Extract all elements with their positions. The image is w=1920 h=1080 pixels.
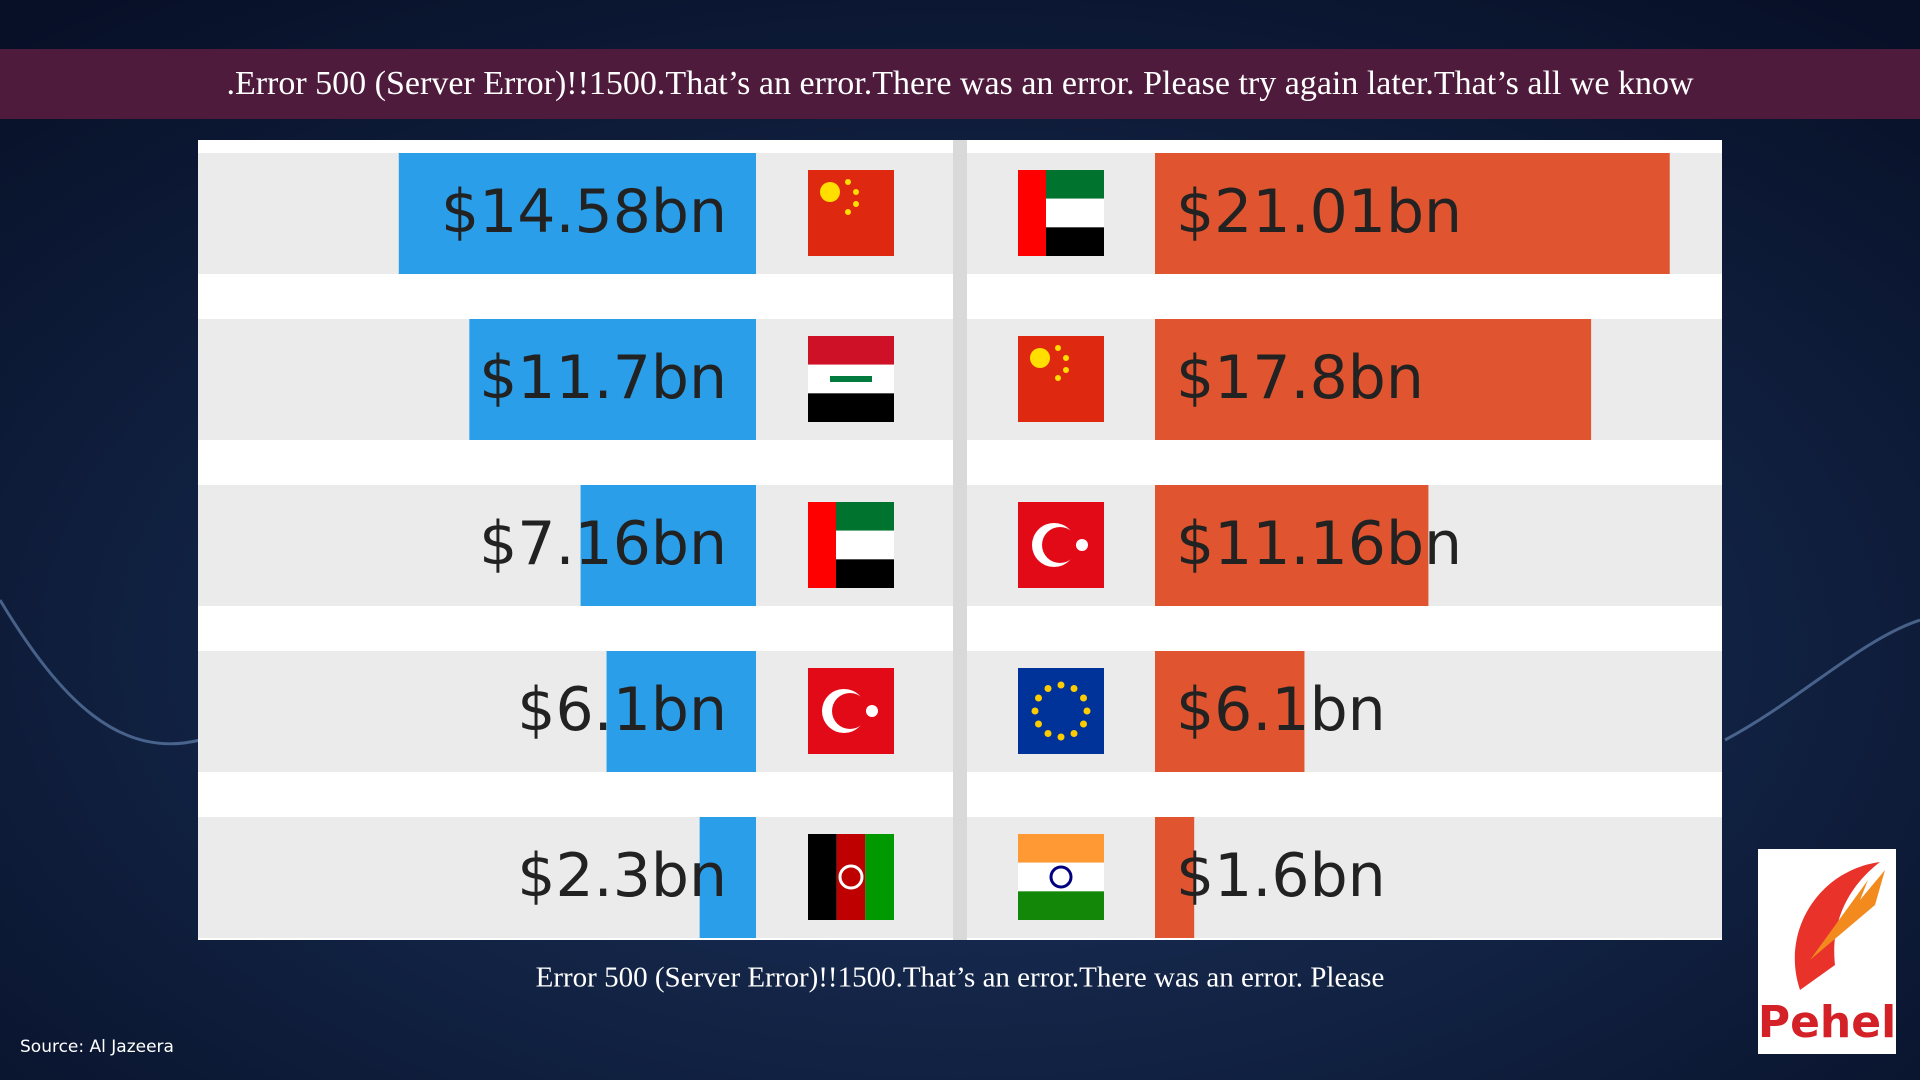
bar [1155, 485, 1429, 606]
bar [398, 153, 756, 274]
flag-part [1083, 707, 1091, 715]
flag-part [1044, 684, 1052, 692]
flag-part [1070, 730, 1078, 738]
flag-part [1080, 720, 1088, 728]
flag [1018, 170, 1104, 256]
value-label: $6.1bn [1176, 675, 1386, 745]
flag [808, 502, 894, 588]
flag-part [808, 502, 836, 588]
flag-part [1018, 336, 1104, 422]
flag [1018, 502, 1104, 588]
flag-part [1030, 348, 1050, 368]
caption: Error 500 (Server Error)!!1500.That’s an… [536, 962, 1385, 994]
flag-part [1057, 733, 1065, 741]
divider [953, 140, 967, 940]
flag-part [1063, 355, 1069, 361]
flag [1018, 834, 1104, 920]
flag-part [845, 179, 851, 185]
flag-part [1042, 527, 1078, 563]
flag-part [1018, 170, 1046, 256]
flag-part [1034, 720, 1042, 728]
value-label: $17.8bn [1176, 343, 1424, 413]
flag-part [1055, 375, 1061, 381]
value-label: $14.58bn [441, 177, 727, 247]
logo-arrow [1810, 870, 1885, 960]
flag-part [1057, 681, 1065, 689]
flag-part [1044, 730, 1052, 738]
flag-part [808, 834, 837, 920]
flag-part [820, 182, 840, 202]
flag-part [1049, 865, 1073, 889]
logo-mark [1794, 862, 1880, 990]
flag-part [866, 705, 878, 717]
flag-part [832, 693, 868, 729]
banner [0, 49, 1920, 119]
bar [1155, 817, 1195, 938]
value-label: $2.3bn [517, 841, 727, 911]
value-label: $1.6bn [1176, 841, 1386, 911]
logo: Pehel [1758, 849, 1896, 1054]
flag [1018, 336, 1104, 422]
flag-part [808, 393, 894, 422]
flag-part [830, 376, 872, 382]
flag-part [808, 336, 894, 365]
flag-part [1018, 668, 1104, 754]
bar [1155, 153, 1670, 274]
bar [580, 485, 756, 606]
flag-part [1076, 539, 1088, 551]
logo-text: Pehel [1758, 997, 1896, 1048]
charts: $14.58bn $11.7bn $7.16bn $6.1bn $2.3bn $21.01… [198, 153, 1722, 938]
flag-part [1080, 694, 1088, 702]
flag [808, 668, 894, 754]
value-label: $6.1bn [517, 675, 727, 745]
value-label: $11.7bn [479, 343, 727, 413]
flag [808, 170, 894, 256]
value-label: $21.01bn [1176, 177, 1462, 247]
decor-wave [0, 599, 201, 746]
source: Source: Al Jazeera [20, 1037, 174, 1057]
flag-part [1018, 891, 1104, 920]
flag [808, 834, 894, 920]
flag-part [853, 201, 859, 207]
flag-part [1034, 694, 1042, 702]
flag-part [1063, 367, 1069, 373]
flag [1018, 668, 1104, 754]
bar [699, 817, 756, 938]
flag-part [1070, 684, 1078, 692]
bar [469, 319, 756, 440]
flag-part [1018, 834, 1104, 863]
value-label: $11.16bn [1176, 509, 1462, 579]
flag [808, 336, 894, 422]
bar [1155, 319, 1592, 440]
flag-part [845, 209, 851, 215]
flag-part [853, 189, 859, 195]
bar [1155, 651, 1305, 772]
banner-text: .Error 500 (Server Error)!!1500.That’s a… [226, 65, 1694, 102]
flag-part [1055, 345, 1061, 351]
flag-part [865, 834, 894, 920]
flag-part [838, 864, 864, 890]
flag-part [808, 170, 894, 256]
bar [606, 651, 756, 772]
decor-wave [1724, 618, 1920, 742]
flag-part [1031, 707, 1039, 715]
value-label: $7.16bn [479, 509, 727, 579]
